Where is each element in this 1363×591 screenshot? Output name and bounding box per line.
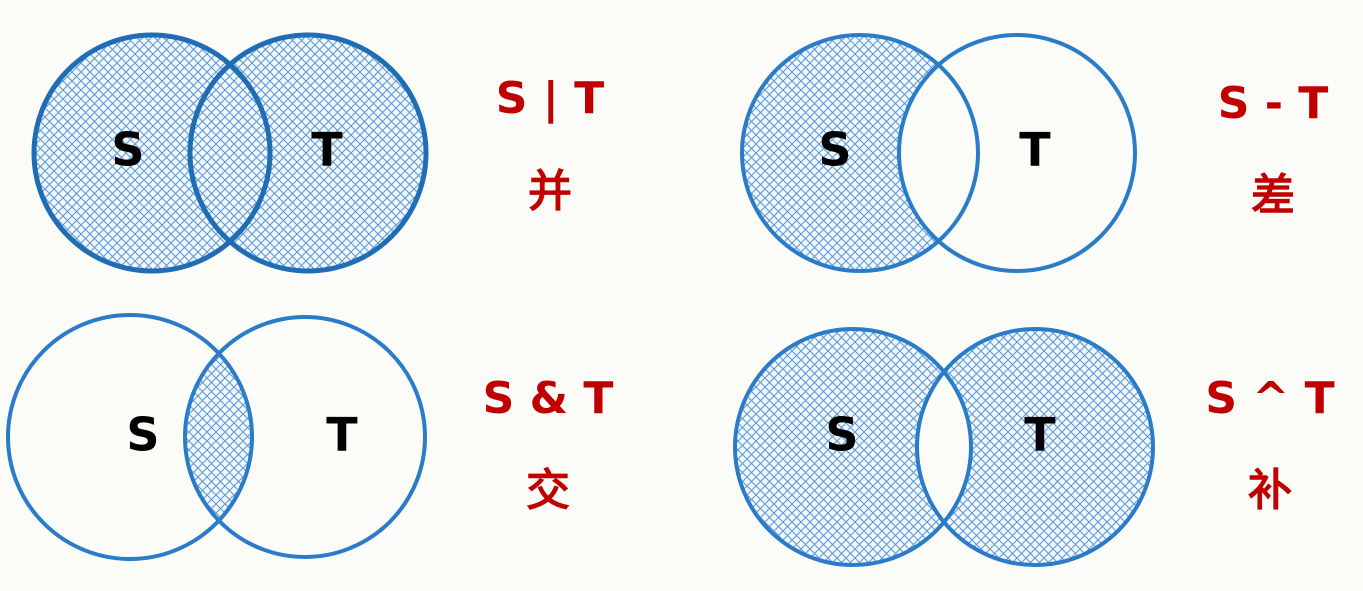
operation-name: 交 (526, 465, 570, 516)
intersection-panel: S T S & T 交 (6, 313, 614, 561)
circle-s (733, 327, 973, 567)
operation: S ^ T (1205, 373, 1334, 424)
operation-name: 补 (1248, 465, 1292, 516)
circle-s (740, 33, 980, 273)
operation: S & T (483, 373, 614, 424)
operation-name: 差 (1251, 170, 1295, 221)
set-label: S (126, 408, 159, 462)
circle-t (897, 33, 1137, 273)
circle-t (915, 327, 1155, 567)
circle-t (183, 315, 427, 559)
operation-name: 并 (528, 166, 572, 217)
set-label: S (825, 408, 858, 462)
set-label: T (1024, 408, 1056, 462)
operation: S | T (496, 73, 604, 124)
symmetric-difference-panel: S T S ^ T 补 (700, 310, 1335, 590)
shaded-region (700, 0, 1160, 300)
difference-panel: S T S - T 差 (700, 0, 1328, 300)
circle-s (31, 32, 273, 274)
shaded-region (190, 35, 426, 271)
union-panel: S T S | T 并 (31, 32, 604, 274)
set-label: S (111, 123, 144, 177)
operation: S - T (1218, 78, 1329, 129)
set-label: S (818, 123, 851, 177)
set-label: T (1019, 123, 1051, 177)
set-label: T (311, 123, 343, 177)
set-label: T (326, 408, 358, 462)
circle-s (6, 313, 254, 561)
circle-t (187, 32, 429, 274)
